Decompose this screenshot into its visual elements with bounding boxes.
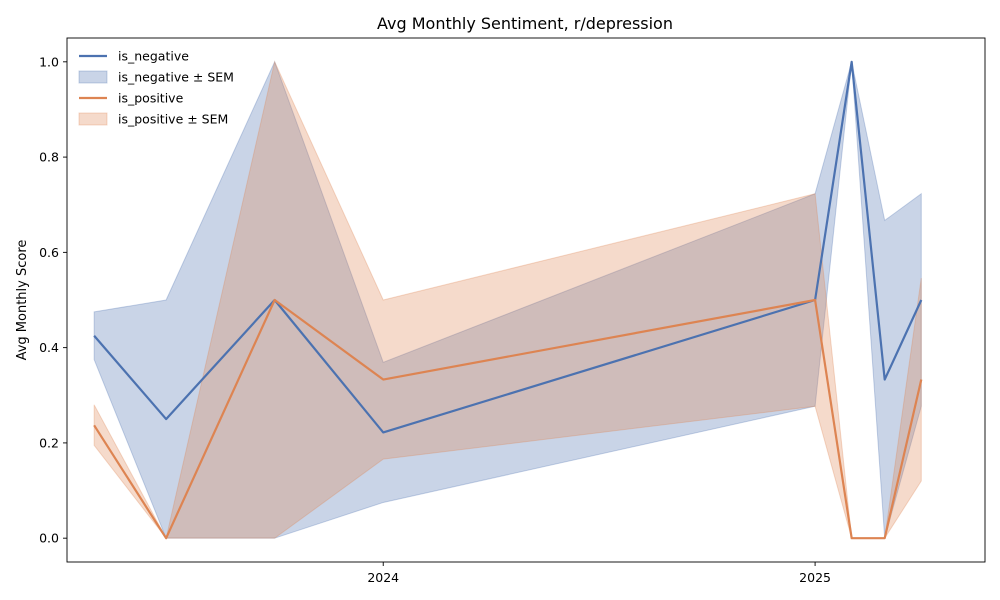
sem-band-is_positive <box>93 60 922 540</box>
legend-label: is_positive ± SEM <box>118 112 228 127</box>
legend-label: is_negative ± SEM <box>118 70 234 85</box>
axes <box>63 37 986 566</box>
y-axis-label: Avg Monthly Score <box>15 240 30 361</box>
y-tick-label: 0.2 <box>39 435 59 450</box>
tick-labels: 0.0 0.2 0.4 0.6 0.8 1.0 2024 2025 <box>39 54 831 585</box>
sem-bands <box>93 60 922 540</box>
y-tick-label: 0.6 <box>39 245 59 260</box>
legend: is_negative is_negative ± SEM is_positivei… <box>78 49 234 127</box>
series-line-is_negative <box>93 60 923 434</box>
y-tick-label: 0.8 <box>39 150 59 165</box>
legend-band-is_positive <box>78 112 108 126</box>
legend-label: is_positive <box>118 91 184 106</box>
legend-band-is_negative <box>78 70 108 84</box>
chart-title: Avg Monthly Sentiment, r/depression <box>377 14 673 33</box>
x-tick-label: 2025 <box>799 570 831 585</box>
y-tick-label: 0.0 <box>39 531 59 546</box>
x-tick-label: 2024 <box>367 570 399 585</box>
series-line-is_positive <box>93 298 923 540</box>
sem-band-is_negative <box>93 60 922 539</box>
plot-frame <box>66 37 986 563</box>
y-tick-label: 1.0 <box>39 54 59 69</box>
legend-label: is_negative <box>118 49 189 64</box>
series-lines <box>93 60 923 540</box>
y-tick-label: 0.4 <box>39 340 59 355</box>
